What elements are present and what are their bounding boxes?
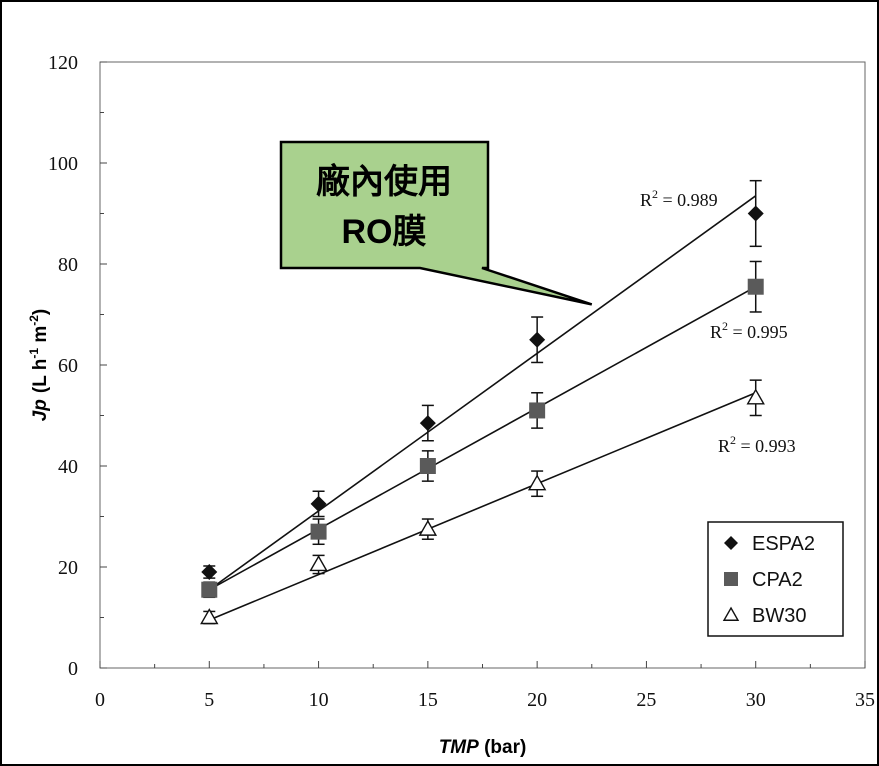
- y-axis-label-var: Jp: [30, 399, 51, 421]
- y-tick-label: 80: [58, 254, 78, 276]
- legend-label-espa2: ESPA2: [752, 533, 815, 555]
- y-axis-label-unit-b: m: [30, 326, 51, 348]
- data-point-bw30: [418, 519, 438, 536]
- y-tick-label: 0: [68, 658, 78, 680]
- data-point-cpa2: [529, 402, 546, 419]
- data-point-espa2: [747, 205, 764, 222]
- legend: ESPA2 CPA2 BW30: [707, 521, 844, 637]
- legend-label-cpa2: CPA2: [752, 569, 803, 591]
- legend-marker-espa2: [724, 536, 738, 550]
- fit-line-bw30: [208, 392, 757, 621]
- data-markers: [200, 205, 765, 625]
- x-tick-label: 0: [95, 689, 105, 711]
- x-axis-label-unit: (bar): [479, 737, 527, 758]
- y-tick-label: 20: [58, 557, 78, 579]
- y-axis: 0 20 40 60 80 100 120: [48, 52, 107, 680]
- data-point-cpa2: [310, 523, 327, 540]
- fit-line-espa2: [208, 195, 757, 591]
- fit-line-cpa2: [208, 286, 757, 591]
- y-tick-label: 100: [48, 153, 78, 175]
- r2-label-cpa2: R2 = 0.995: [710, 319, 788, 342]
- y-tick-label: 40: [58, 456, 78, 478]
- y-tick-label: 120: [48, 52, 78, 74]
- legend-marker-bw30: [722, 606, 740, 621]
- y-axis-label-sup1: -1: [27, 348, 41, 359]
- x-tick-label: 30: [746, 689, 766, 711]
- r2-label-espa2: R2 = 0.989: [640, 187, 718, 210]
- y-axis-label: Jp (L h-1 m-2): [27, 309, 51, 422]
- data-point-bw30: [309, 555, 328, 572]
- x-axis: 0 5 10 15 20 25 30 35: [95, 661, 875, 711]
- data-point-cpa2: [747, 278, 764, 295]
- data-point-bw30: [527, 474, 547, 491]
- data-point-espa2: [201, 564, 218, 581]
- y-axis-label-unit-a: (L h: [30, 359, 51, 393]
- data-point-espa2: [419, 415, 436, 432]
- x-tick-label: 10: [309, 689, 329, 711]
- data-point-cpa2: [201, 581, 218, 598]
- annotation-callout: 廠內使用 RO膜: [279, 140, 593, 306]
- data-point-cpa2: [419, 458, 436, 474]
- data-point-bw30: [746, 388, 765, 405]
- y-axis-label-sup2: -2: [27, 315, 41, 326]
- x-tick-label: 5: [204, 689, 214, 711]
- x-axis-label-var: TMP: [439, 737, 479, 758]
- x-tick-label: 25: [636, 689, 656, 711]
- legend-label-bw30: BW30: [752, 605, 806, 627]
- callout-text-line: RO膜: [342, 213, 427, 251]
- data-point-bw30: [200, 608, 219, 625]
- x-tick-label: 35: [855, 689, 875, 711]
- y-tick-label: 60: [58, 355, 78, 377]
- legend-marker-cpa2: [724, 572, 738, 586]
- x-tick-label: 20: [527, 689, 547, 711]
- data-point-espa2: [529, 331, 546, 348]
- fit-lines: [208, 195, 757, 621]
- r2-label-bw30: R2 = 0.993: [718, 433, 796, 456]
- x-axis-label: TMP (bar): [439, 737, 527, 758]
- r2-labels: R2 = 0.989 R2 = 0.995 R2 = 0.993: [640, 187, 796, 456]
- data-point-espa2: [310, 495, 327, 512]
- y-axis-label-unit-c: ): [30, 309, 51, 315]
- x-tick-label: 15: [418, 689, 438, 711]
- callout-shape: [279, 140, 593, 306]
- callout-text-line: 廠內使用: [316, 162, 452, 201]
